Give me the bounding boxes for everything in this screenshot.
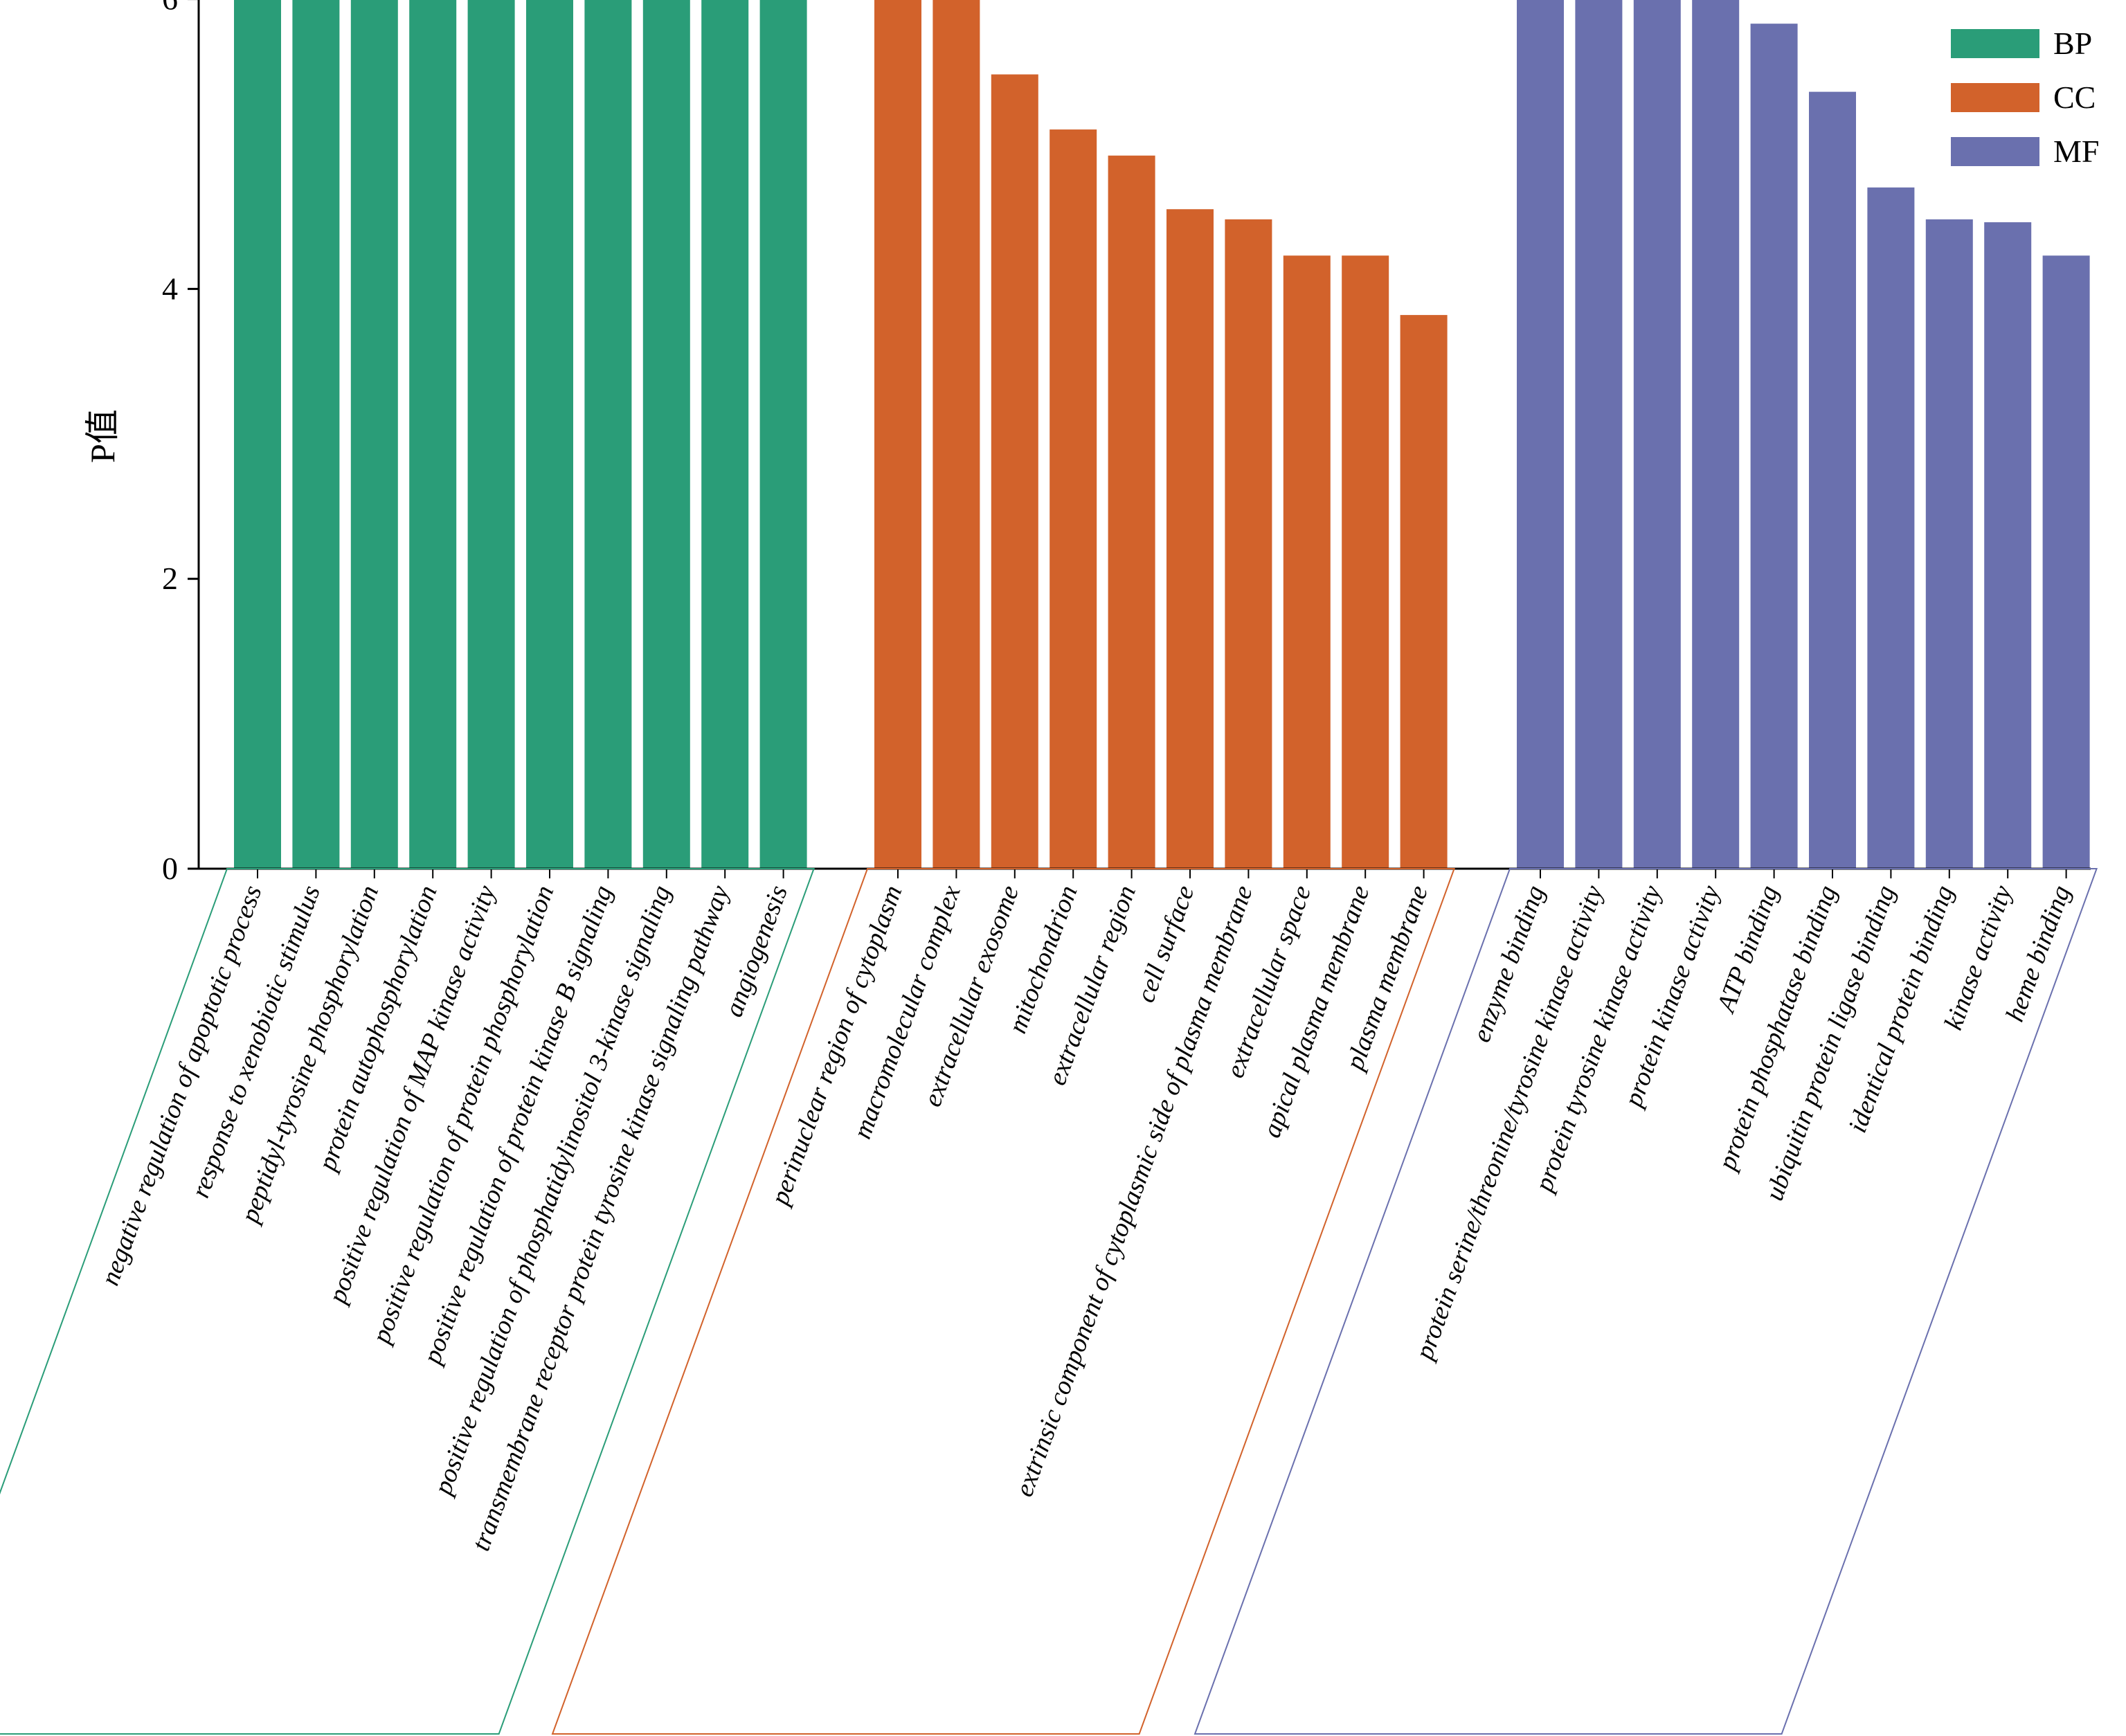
y-tick-label: 6: [162, 0, 178, 17]
bar-mf: [1809, 91, 1856, 869]
x-tick-label: macromolecular complex: [847, 882, 966, 1143]
bar-bp: [526, 0, 573, 869]
legend-label-cc: CC: [2053, 80, 2096, 115]
bar-mf: [1867, 187, 1915, 869]
group-bracket-mf: [1193, 868, 2098, 1735]
bar-mf: [1925, 219, 1973, 869]
bar-cc: [1225, 219, 1272, 869]
bar-cc: [874, 0, 921, 869]
legend-swatch-mf: [1951, 137, 2039, 166]
category-labels-layer: negative regulation of apoptotic process…: [0, 868, 2098, 1735]
bar-bp: [584, 0, 632, 869]
y-tick-label: 4: [162, 271, 178, 306]
bar-cc: [1050, 129, 1097, 869]
bar-bp: [409, 0, 457, 869]
legend-label-mf: MF: [2053, 134, 2099, 169]
bar-bp: [234, 0, 281, 869]
bar-cc: [933, 0, 980, 869]
y-axis-label: P值: [83, 409, 122, 463]
bar-bp: [759, 0, 807, 869]
bar-bp: [701, 0, 749, 869]
bar-bp: [350, 0, 398, 869]
bar-mf: [1517, 0, 1564, 869]
legend-label-bp: BP: [2053, 26, 2092, 61]
bar-cc: [991, 74, 1038, 869]
bars-layer: [234, 0, 2090, 869]
bar-mf: [1575, 0, 1623, 869]
bar-mf: [1750, 24, 1798, 869]
group-bracket-cc: [551, 868, 1456, 1735]
bar-cc: [1400, 315, 1448, 869]
bar-mf: [1692, 0, 1740, 869]
x-tick-label: cell surface: [1131, 882, 1200, 1006]
y-tick-label: 2: [162, 561, 178, 596]
bar-cc: [1108, 155, 1155, 869]
bar-cc: [1283, 255, 1331, 869]
y-tick-label: 0: [162, 851, 178, 886]
bar-mf: [2042, 255, 2090, 869]
bar-bp: [642, 0, 690, 869]
group-bracket-bp: [0, 868, 816, 1735]
bar-bp: [467, 0, 515, 869]
bar-cc: [1166, 209, 1214, 869]
legend-swatch-cc: [1951, 83, 2039, 112]
bar-cc: [1342, 255, 1389, 869]
legend-swatch-bp: [1951, 29, 2039, 58]
y-axis-label-group: P值: [83, 409, 122, 463]
bar-bp: [292, 0, 340, 869]
bar-mf: [1984, 222, 2032, 869]
bar-mf: [1633, 0, 1681, 869]
legend: BP CC MF: [1951, 26, 2099, 169]
